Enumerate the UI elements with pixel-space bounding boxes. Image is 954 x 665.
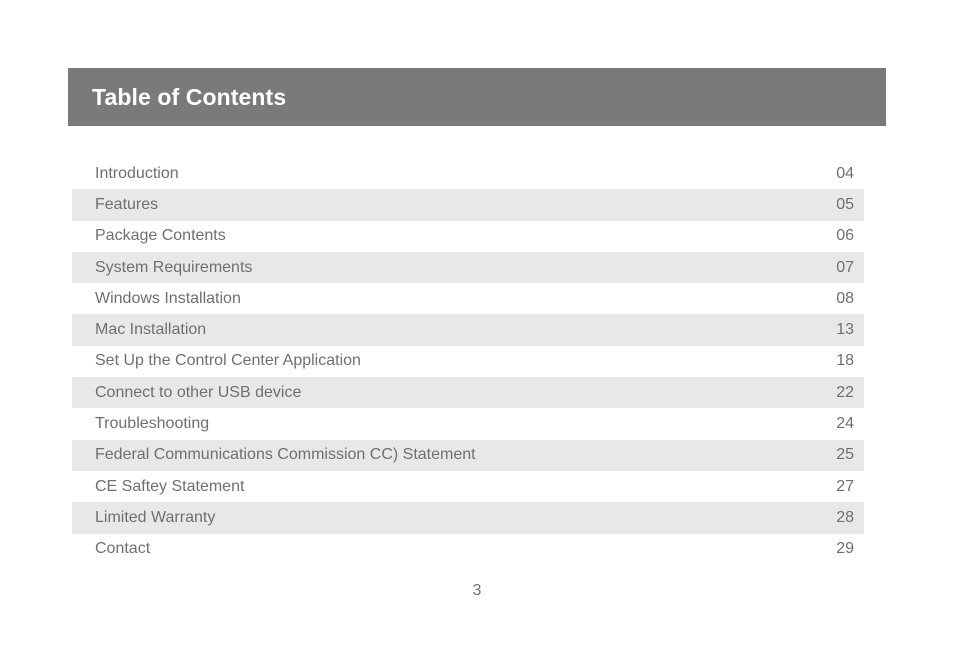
toc-entry-title: Package Contents <box>95 227 226 245</box>
toc-entry-ce-safety-statement[interactable]: CE Saftey Statement 27 <box>72 471 864 502</box>
toc-entry-title: Federal Communications Commission CC) St… <box>95 446 476 464</box>
toc-entry-page: 22 <box>836 383 854 401</box>
page-title: Table of Contents <box>92 83 287 110</box>
toc-entry-page: 27 <box>836 477 854 495</box>
toc-entry-mac-installation[interactable]: Mac Installation 13 <box>72 314 864 346</box>
toc-entry-page: 04 <box>836 164 854 182</box>
toc-entry-page: 05 <box>836 195 854 213</box>
toc-entry-fcc-statement[interactable]: Federal Communications Commission CC) St… <box>72 439 864 471</box>
toc-entry-title: Limited Warranty <box>95 508 216 526</box>
toc-entry-title: Set Up the Control Center Application <box>95 352 361 370</box>
toc-entry-features[interactable]: Features 05 <box>72 189 864 221</box>
toc-entry-connect-usb-device[interactable]: Connect to other USB device 22 <box>72 377 864 409</box>
toc-entry-title: Introduction <box>95 164 179 182</box>
toc-entry-contact[interactable]: Contact 29 <box>72 534 864 565</box>
toc-entry-page: 13 <box>836 321 854 339</box>
toc-entry-package-contents[interactable]: Package Contents 06 <box>72 221 864 252</box>
toc-entry-page: 07 <box>836 258 854 276</box>
toc-entry-page: 08 <box>836 289 854 307</box>
toc-entry-introduction[interactable]: Introduction 04 <box>72 158 864 189</box>
toc-entry-page: 06 <box>836 227 854 245</box>
page-number: 3 <box>472 582 482 599</box>
toc-entry-title: CE Saftey Statement <box>95 477 245 495</box>
toc-entry-title: Troubleshooting <box>95 415 210 433</box>
toc-entry-windows-installation[interactable]: Windows Installation 08 <box>72 283 864 314</box>
toc-entry-page: 28 <box>836 508 854 526</box>
toc-entry-title: Connect to other USB device <box>95 383 302 401</box>
toc-entry-title: Windows Installation <box>95 289 241 307</box>
toc-entry-page: 18 <box>836 352 854 370</box>
toc-entry-troubleshooting[interactable]: Troubleshooting 24 <box>72 408 864 439</box>
toc-header-bar: Table of Contents <box>68 68 886 126</box>
toc-entry-title: Mac Installation <box>95 321 207 339</box>
toc-entry-title: System Requirements <box>95 258 253 276</box>
toc-entry-page: 24 <box>836 415 854 433</box>
toc-list: Introduction 04 Features 05 Package Cont… <box>72 158 864 565</box>
toc-entry-page: 29 <box>836 540 854 558</box>
toc-entry-title: Features <box>95 195 159 213</box>
toc-entry-system-requirements[interactable]: System Requirements 07 <box>72 251 864 284</box>
toc-entry-page: 25 <box>836 446 854 464</box>
toc-entry-title: Contact <box>95 540 151 558</box>
toc-entry-limited-warranty[interactable]: Limited Warranty 28 <box>72 502 864 534</box>
toc-entry-control-center-setup[interactable]: Set Up the Control Center Application 18 <box>72 346 864 377</box>
